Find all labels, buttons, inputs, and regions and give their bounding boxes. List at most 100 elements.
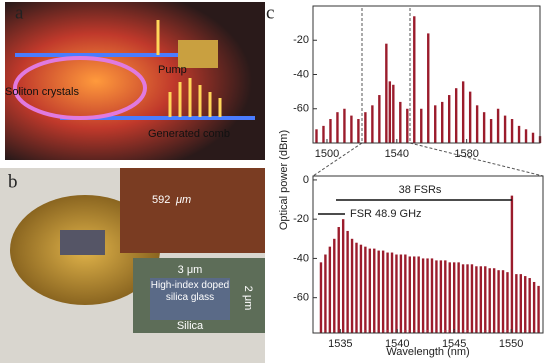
comb-line: [441, 101, 444, 143]
comb-line: [479, 266, 483, 333]
comb-line: [528, 278, 531, 333]
panel-a-bg: [5, 2, 265, 160]
panel-label: b: [8, 171, 18, 192]
annotation: 38 FSRs: [399, 184, 442, 196]
annotation: Generated comb: [148, 128, 230, 140]
comb-line: [417, 256, 420, 333]
comb-line: [448, 262, 451, 333]
comb-line: [475, 105, 479, 143]
comb-line: [337, 227, 340, 333]
x-axis-label: Wavelength (nm): [386, 346, 469, 358]
comb-line: [377, 250, 380, 333]
core-label-box: High-index doped silica glass: [150, 280, 230, 303]
x-tick-label: 1500: [315, 148, 339, 160]
x-tick-label: 1545: [442, 338, 466, 350]
annotation: 3 μm: [178, 264, 203, 276]
comb-line: [350, 115, 353, 143]
annotation: Soliton crystals: [5, 86, 79, 98]
comb-line: [492, 268, 496, 333]
comb-line: [434, 105, 437, 143]
comb-line: [488, 268, 491, 333]
comb-line: [426, 258, 429, 333]
annotation: FSR 48.9 GHz: [350, 208, 422, 220]
x-tick-label: 1540: [385, 338, 409, 350]
comb-line: [399, 101, 402, 143]
core: [150, 278, 230, 320]
comb-line: [430, 258, 434, 333]
ring: [13, 56, 147, 120]
comb-line: [421, 258, 425, 333]
zoom-line: [409, 142, 544, 177]
comb-line: [484, 266, 487, 333]
comb-line: [408, 256, 411, 333]
comb-line: [413, 256, 416, 333]
comb-line: [461, 264, 465, 333]
comb-line: [392, 84, 395, 143]
generated-lines: [156, 20, 222, 117]
comb-line: [329, 119, 332, 143]
y-tick-label: 0: [303, 174, 309, 186]
comb-line: [497, 270, 500, 333]
annotation: μm: [175, 194, 191, 206]
comb-line: [427, 33, 430, 143]
comb-line: [378, 95, 381, 143]
comb-line: [373, 248, 376, 333]
comb-line: [482, 112, 486, 143]
comb-line: [524, 276, 527, 333]
core-label: High-index doped silica glass: [150, 280, 230, 303]
comb-line: [357, 119, 360, 143]
comb-line: [346, 230, 349, 333]
micrograph: [120, 168, 265, 253]
comb-line: [395, 254, 398, 333]
comb-line: [515, 274, 518, 333]
comb-line: [368, 248, 372, 333]
comb-line: [537, 285, 540, 333]
y-axis-label: Optical power (dBm): [278, 130, 290, 230]
comb-line: [489, 119, 493, 143]
comb-line: [461, 81, 465, 143]
comb-line: [448, 95, 451, 143]
comb-line: [435, 260, 438, 333]
comb-line: [519, 274, 522, 333]
comb-line: [501, 270, 505, 333]
comb-line: [359, 244, 363, 333]
comb-line: [388, 81, 392, 143]
comb-line: [404, 254, 407, 333]
annotation: 2 μm: [242, 286, 254, 311]
comb-line: [371, 105, 374, 143]
comb-line: [524, 129, 528, 143]
comb-line: [386, 252, 389, 333]
comb-line: [413, 16, 416, 143]
comb-line: [506, 272, 509, 333]
comb-line: [333, 238, 336, 333]
comb-line: [364, 112, 367, 143]
comb-line: [315, 129, 318, 143]
comb-line: [319, 262, 323, 333]
comb-line: [390, 252, 394, 333]
zoom-box: [361, 5, 411, 144]
y-tick-label: -60: [293, 103, 309, 115]
comb-line: [510, 195, 514, 333]
comb-line: [350, 238, 354, 333]
comb-line: [444, 260, 447, 333]
annotation: 592: [152, 194, 170, 206]
comb-line: [343, 108, 346, 143]
y-tick-label: -20: [293, 34, 309, 46]
panel-label: c: [266, 2, 274, 23]
comb-line: [364, 246, 367, 333]
comb-line: [454, 88, 458, 143]
comb-line: [420, 108, 423, 143]
comb-line: [457, 262, 460, 333]
x-tick-label: 1540: [385, 148, 409, 160]
panel-label: a: [15, 2, 24, 23]
chip: [60, 230, 105, 255]
y-tick-label: -20: [293, 213, 309, 225]
comb-line: [470, 264, 474, 333]
x-tick-label: 1535: [328, 338, 352, 350]
comb-line: [385, 43, 388, 143]
annotation: Pump: [158, 64, 187, 76]
comb-line: [466, 264, 469, 333]
comb-line: [532, 281, 536, 333]
